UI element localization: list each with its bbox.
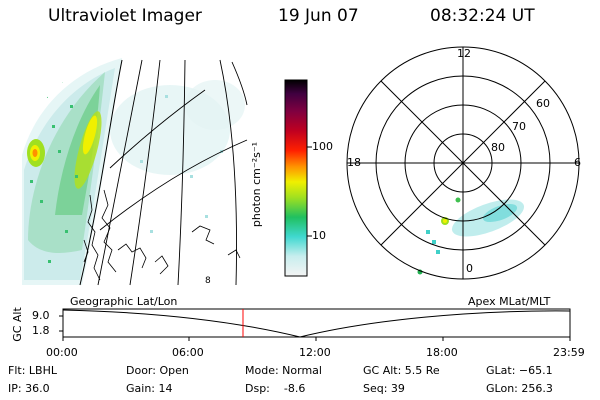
- mlat-80-label: 80: [491, 141, 505, 154]
- dsp-status: Dsp: -8.6: [245, 382, 306, 395]
- glat-status: GLat: −65.1: [486, 364, 553, 377]
- gc-alt-y-top: 9.0: [32, 309, 50, 322]
- colorbar-tick-low: 10: [312, 229, 326, 242]
- gc-alt-status: GC Alt: 5.5 Re: [363, 364, 440, 377]
- mlt-18-label: 18: [347, 156, 361, 169]
- colorbar-tick-high: 100: [312, 140, 333, 153]
- gc-alt-axis-label: GC Alt: [10, 307, 24, 342]
- gain-status: Gain: 14: [126, 382, 173, 395]
- mlat-60-label: 60: [536, 97, 550, 110]
- geographic-image-panel: 8: [22, 58, 248, 286]
- date-label: 19 Jun 07: [278, 6, 359, 26]
- x-tick-0600: 06:00: [172, 346, 204, 359]
- x-tick-0000: 00:00: [46, 346, 78, 359]
- mlt-12-label: 12: [457, 47, 471, 60]
- colorbar: [284, 79, 312, 277]
- filter-status: Flt: LBHL: [8, 364, 57, 377]
- geographic-caption: Geographic Lat/Lon: [70, 295, 178, 308]
- mode-status: Mode: Normal: [245, 364, 322, 377]
- gc-alt-y-bottom: 1.8: [32, 324, 50, 337]
- svg-text:8: 8: [205, 276, 211, 286]
- x-tick-2359: 23:59: [553, 346, 585, 359]
- ip-status: IP: 36.0: [8, 382, 50, 395]
- mlat-70-label: 70: [512, 120, 526, 133]
- mlt-0-label: 0: [466, 262, 473, 275]
- x-tick-1200: 12:00: [299, 346, 331, 359]
- gc-altitude-plot: [59, 308, 571, 341]
- glon-status: GLon: 256.3: [486, 382, 553, 395]
- app-title: Ultraviolet Imager: [48, 6, 202, 26]
- seq-status: Seq: 39: [363, 382, 405, 395]
- time-label: 08:32:24 UT: [430, 6, 535, 26]
- mlt-6-label: 6: [574, 156, 581, 169]
- colorbar-unit-label: photon cm⁻²s⁻¹: [250, 141, 264, 228]
- polar-plot-panel: [346, 46, 580, 280]
- x-tick-1800: 18:00: [426, 346, 458, 359]
- apex-caption: Apex MLat/MLT: [468, 295, 551, 308]
- door-status: Door: Open: [126, 364, 189, 377]
